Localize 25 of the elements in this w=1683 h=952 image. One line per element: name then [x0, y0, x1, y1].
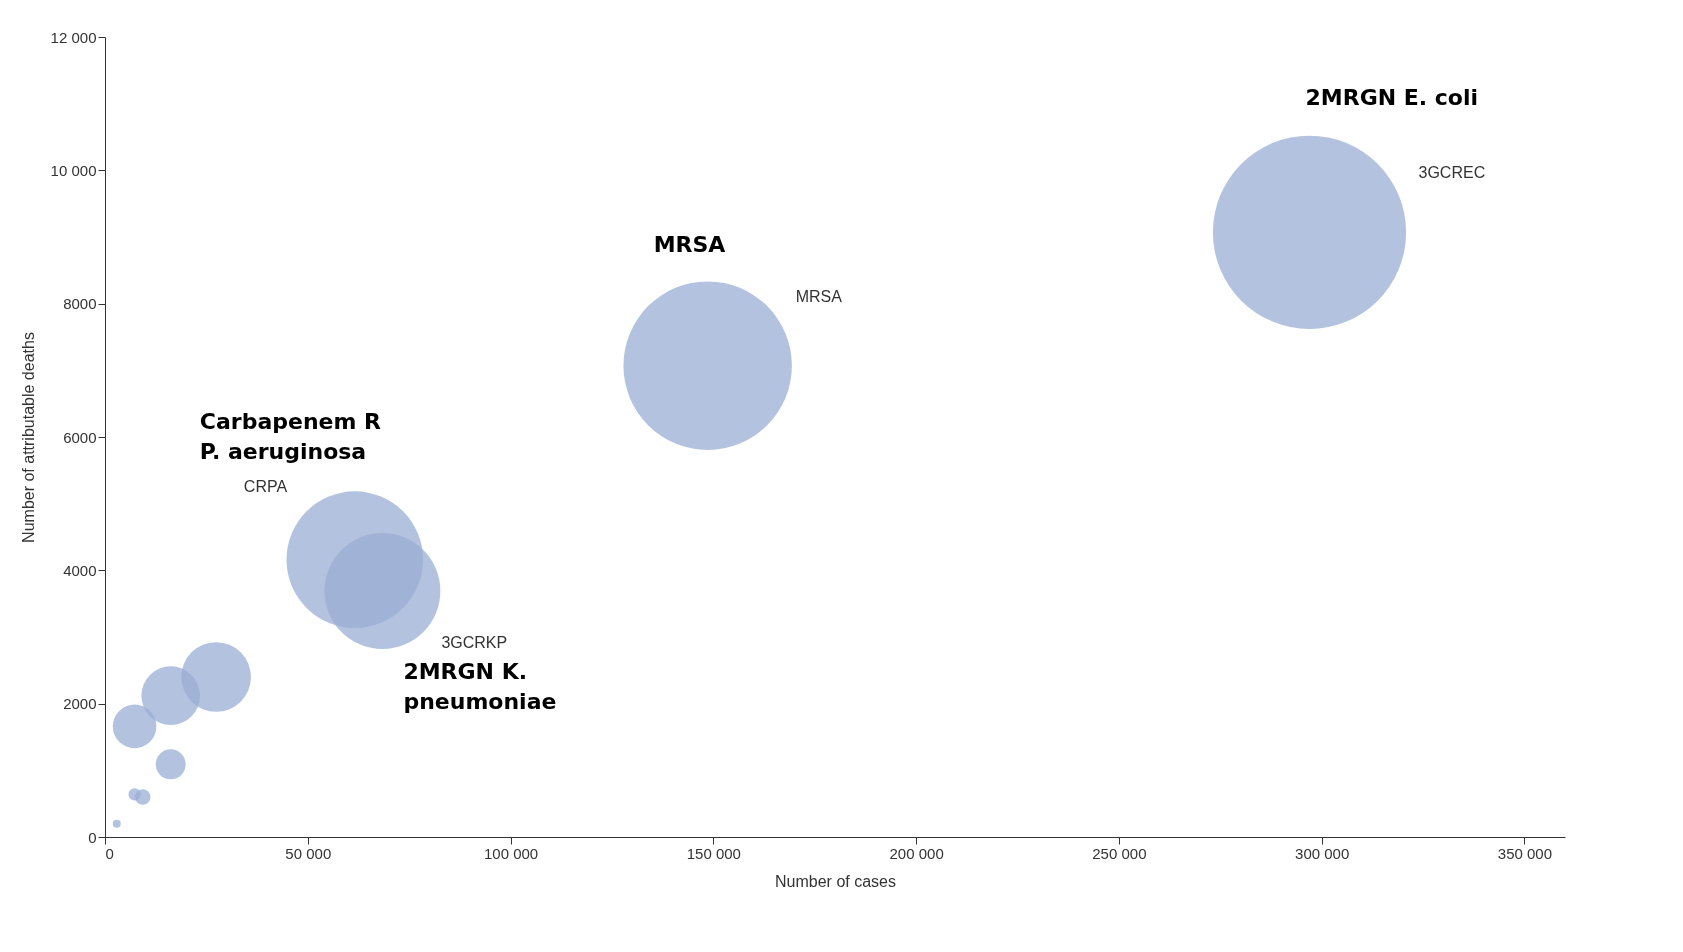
x-tick-label: 200 000	[889, 844, 944, 862]
y-tick-label: 6000	[63, 428, 97, 446]
annotation: 2MRGN E. coli	[1305, 85, 1479, 111]
y-tick-label: 2000	[63, 695, 97, 713]
y-tick-label: 10 000	[50, 161, 97, 179]
annotation: 3GCREC	[1418, 164, 1486, 182]
y-axis-title: Number of attributable deaths	[19, 332, 37, 543]
x-tick-label: 300 000	[1295, 844, 1350, 862]
annotation: 2MRGN K. pneumoniae	[403, 659, 557, 714]
annotation: MRSA	[653, 231, 726, 257]
x-tick-label: 250 000	[1092, 844, 1147, 862]
x-tick-label: 350 000	[1497, 844, 1553, 862]
annotation: MRSA	[795, 287, 843, 305]
x-tick-label: 100 000	[483, 844, 539, 862]
y-tick-label: 0	[88, 828, 97, 846]
annotation: CRPA	[243, 477, 288, 495]
annotation: 3GCRKP	[441, 634, 508, 651]
x-tick-label: 150 000	[686, 844, 741, 862]
annotation: Carbapenem R P. aeruginosa	[199, 408, 382, 464]
x-tick-label: 0	[105, 844, 114, 862]
y-tick-label: 8000	[63, 295, 97, 313]
x-tick-label: 50 000	[285, 844, 332, 862]
y-tick-label: 4000	[63, 561, 97, 579]
x-axis-title: Number of cases	[775, 872, 896, 890]
y-tick-label: 12 000	[50, 28, 97, 46]
